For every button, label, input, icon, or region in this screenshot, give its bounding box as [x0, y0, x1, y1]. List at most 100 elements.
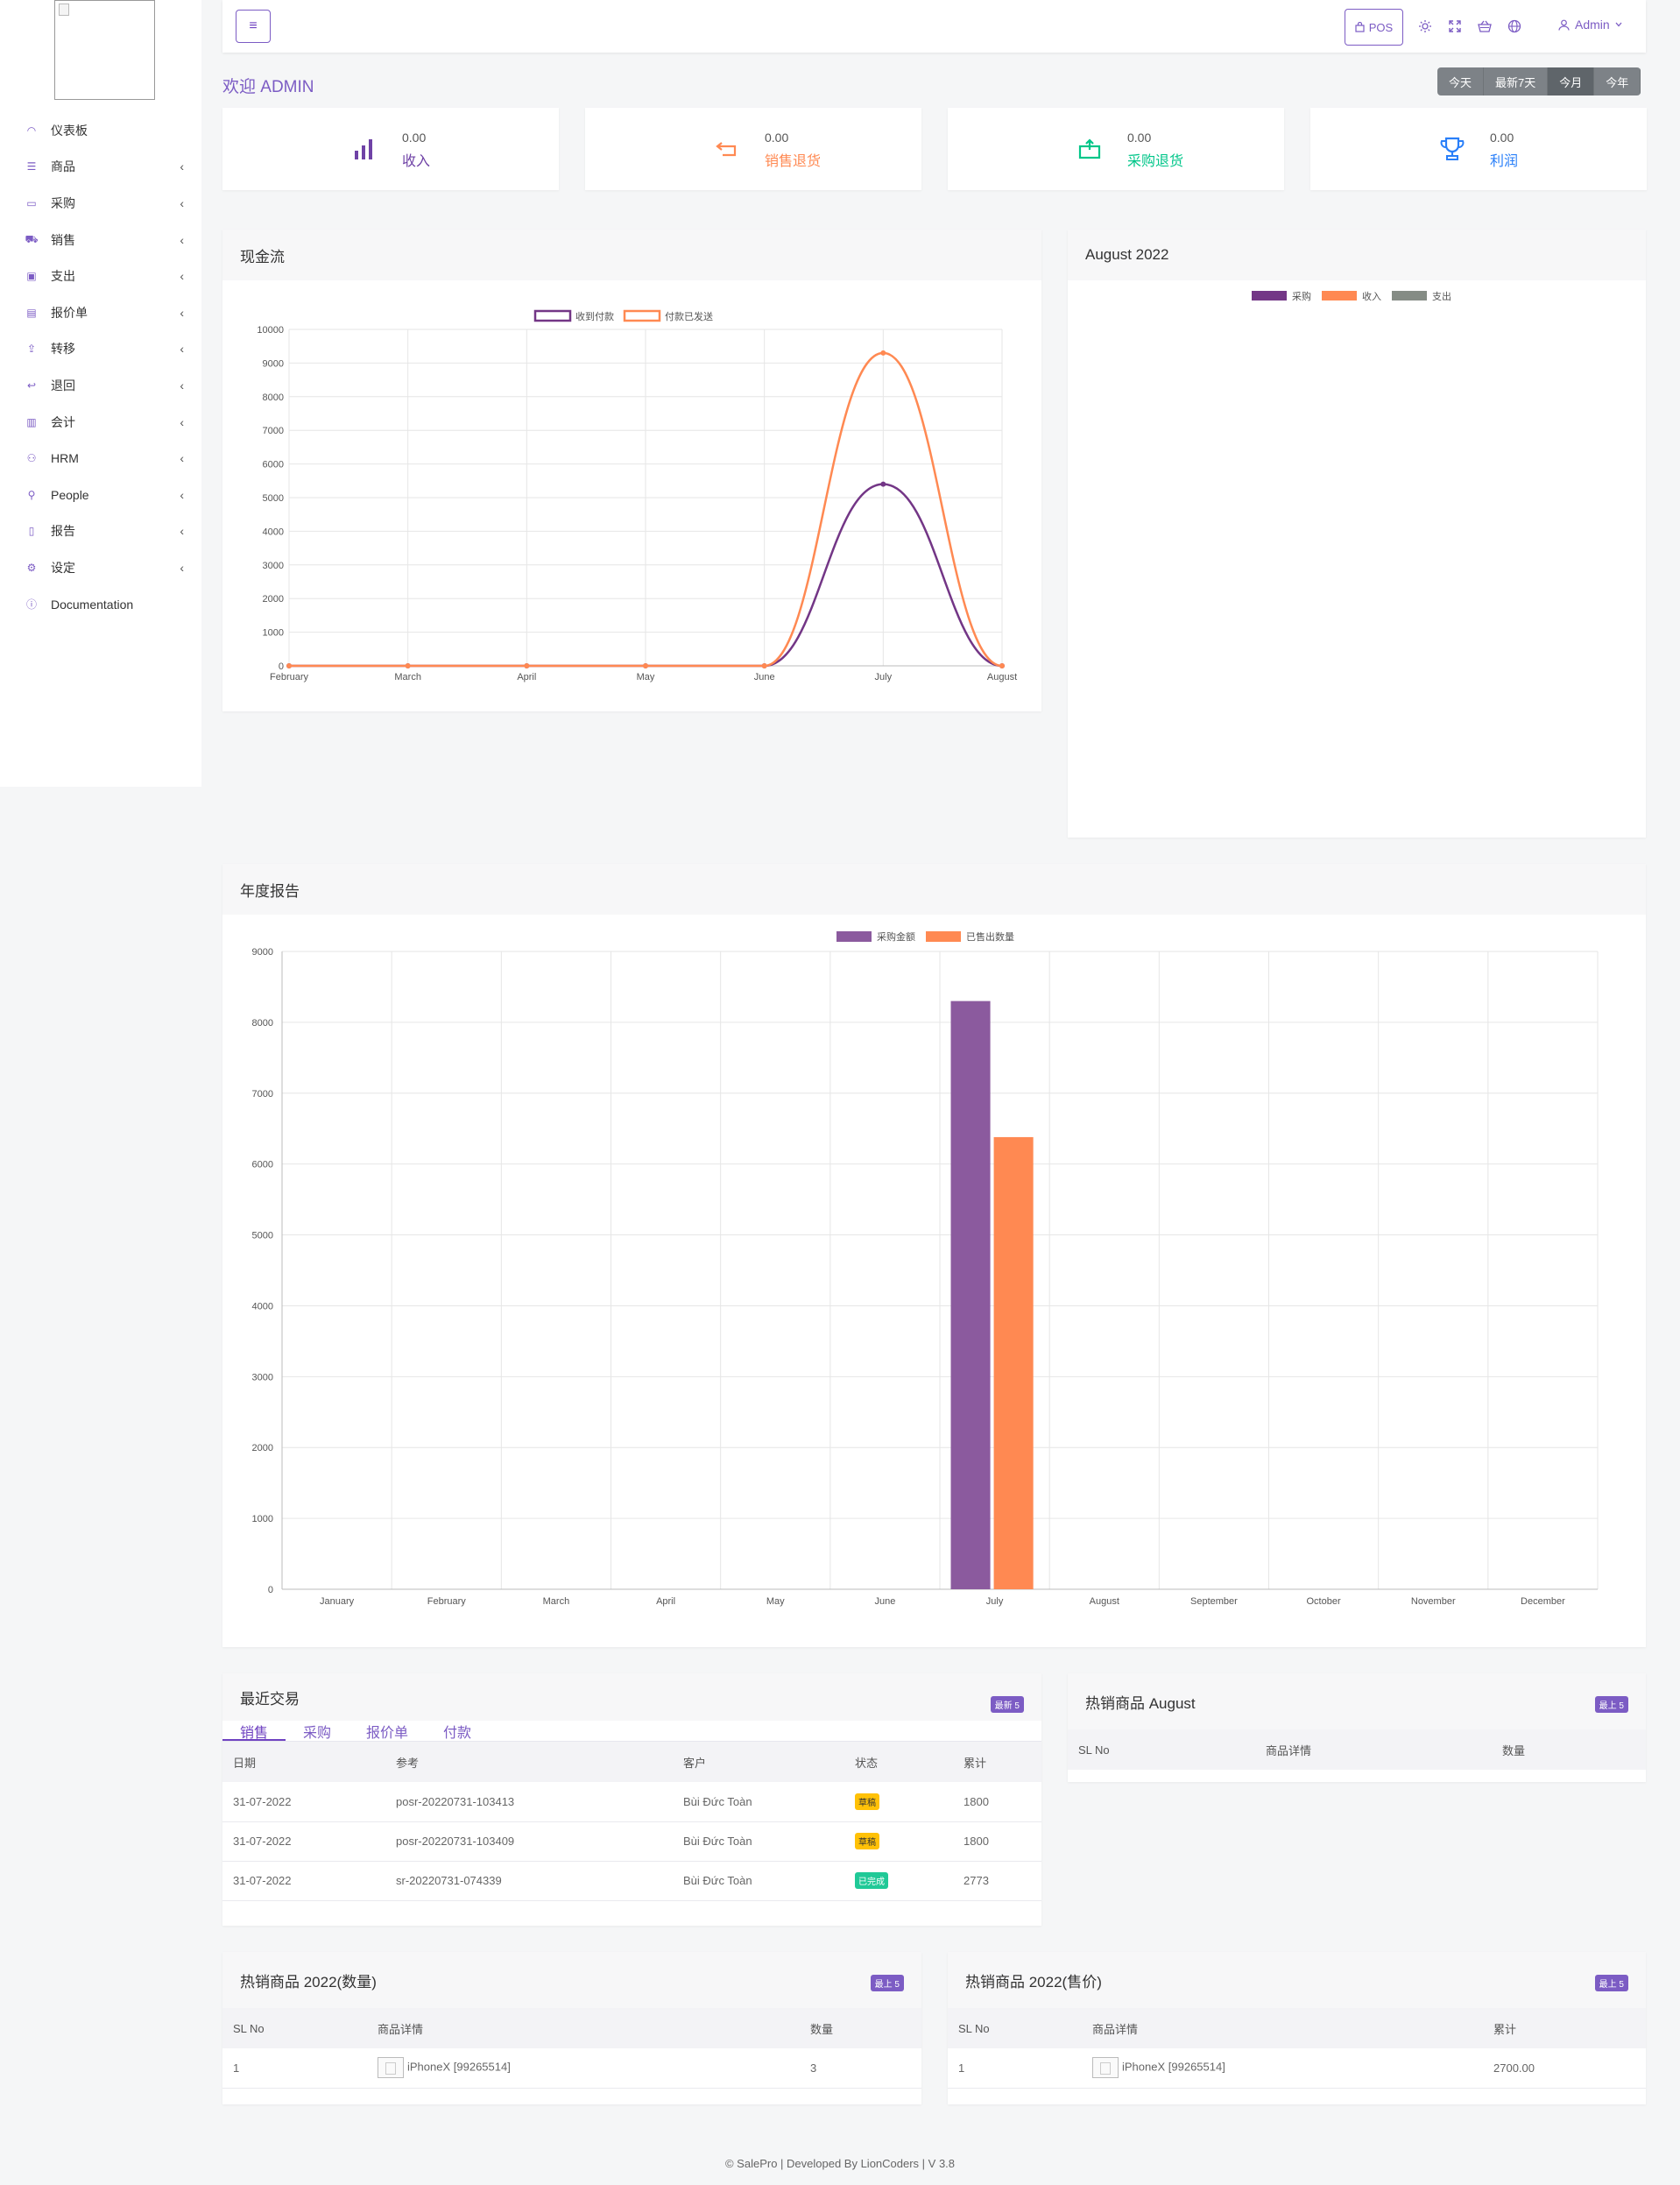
pos-label: POS	[1368, 20, 1394, 34]
topbar: ≡ POS Admin	[222, 0, 1646, 53]
sidebar-item-7[interactable]: ↩ 退回 ‹	[0, 367, 201, 404]
y-tick-label: 1000	[263, 628, 284, 639]
legend-swatch	[926, 931, 961, 942]
sidebar-item-label: 退回	[51, 378, 75, 392]
y-tick-label: 1000	[252, 1514, 273, 1524]
cell-date: 31-07-2022	[222, 1821, 385, 1862]
tab-1[interactable]: 采购	[303, 1726, 332, 1741]
sidebar-item-4[interactable]: ▣ 支出 ‹	[0, 258, 201, 294]
column-header: 累计	[1483, 2008, 1646, 2048]
user-icon	[1558, 19, 1570, 31]
sidebar-item-10[interactable]: ⚲ People ‹	[0, 477, 201, 513]
sidebar-item-2[interactable]: ▭ 采购 ‹	[0, 185, 201, 222]
report-icon: ▯	[28, 525, 35, 538]
x-tick-label: May	[766, 1596, 785, 1607]
footer: © SalePro | Developed By LionCoders | V …	[724, 2157, 956, 2170]
y-tick-label: 0	[268, 1585, 273, 1595]
legend-swatch	[623, 309, 661, 322]
data-point	[880, 481, 886, 487]
best-price-table-header: SL No 商品详情 累计	[948, 2008, 1646, 2048]
recent-header: 最近交易 最新 5	[222, 1673, 1041, 1721]
product-name: iPhoneX [99265514]	[407, 2060, 511, 2074]
sidebar-item-label: 采购	[51, 195, 75, 210]
pos-button[interactable]: POS	[1345, 9, 1403, 46]
x-tick-label: May	[637, 672, 655, 682]
fullscreen-button[interactable]	[1445, 17, 1465, 36]
best-price-table: SL No 商品详情 累计 1 iPhoneX [99265514] 2700.00	[948, 2008, 1646, 2089]
monthly-title: August 2022	[1068, 230, 1646, 280]
table-row[interactable]: 1 iPhoneX [99265514] 3	[222, 2048, 921, 2089]
table-row[interactable]: 31-07-2022 posr-20220731-103409 Bùi Đức To…	[222, 1821, 1041, 1862]
table-row[interactable]: 31-07-2022 posr-20220731-103413 Bùi Đức To…	[222, 1782, 1041, 1822]
stat-label: 采购退货	[1127, 154, 1184, 169]
cell-status: 已完成	[844, 1861, 953, 1901]
x-tick-label: July	[986, 1596, 1004, 1607]
column-header: 商品详情	[367, 2008, 800, 2048]
user-menu[interactable]: Admin	[1558, 18, 1622, 32]
filter-button-3[interactable]: 今年	[1594, 67, 1641, 95]
language-button[interactable]	[1505, 17, 1524, 36]
chevron-left-icon: ‹	[180, 232, 184, 247]
basket-button[interactable]	[1475, 17, 1494, 36]
cashflow-card: 现金流 0 1000 2000 3000 4000 5000 6000 7000 8000 900…	[222, 230, 1041, 711]
best-price-title: 热销商品 2022(售价)	[965, 1973, 1102, 1991]
table-row[interactable]: 31-07-2022 sr-20220731-074339 Bùi Đức Toàn…	[222, 1861, 1041, 1901]
bar	[993, 1136, 1034, 1589]
tab-2[interactable]: 报价单	[366, 1726, 409, 1741]
sidebar-item-label: 销售	[51, 232, 75, 247]
column-header: SL No	[222, 2008, 367, 2048]
sidebar-item-label: HRM	[51, 451, 79, 466]
column-header: SL No	[1068, 1729, 1255, 1770]
sidebar-item-8[interactable]: ▥ 会计 ‹	[0, 404, 201, 441]
basket-icon	[1478, 20, 1492, 32]
date-filter-group: 今天 最新7天 今月 今年	[1437, 67, 1641, 95]
menu-toggle-button[interactable]: ≡	[236, 10, 271, 43]
best-price-header: 热销商品 2022(售价) 最上 5	[948, 1952, 1646, 2008]
column-header[interactable]: 状态	[844, 1742, 953, 1782]
logo-image[interactable]	[54, 0, 155, 100]
legend-label: 付款已发送	[665, 310, 713, 322]
trophy-icon	[1437, 134, 1467, 164]
monthly-summary-card: August 2022 采购 收入 支出	[1068, 230, 1646, 838]
recent-title: 最近交易	[240, 1690, 300, 1708]
sidebar-item-12[interactable]: ⚙ 设定 ‹	[0, 549, 201, 586]
column-header[interactable]: 累计	[953, 1742, 1041, 1782]
y-tick-label: 6000	[252, 1160, 273, 1170]
tab-0[interactable]: 销售	[222, 1721, 286, 1741]
y-tick-label: 6000	[263, 460, 284, 470]
theme-toggle-button[interactable]	[1415, 17, 1435, 36]
y-tick-label: 7000	[263, 426, 284, 436]
sidebar-item-1[interactable]: ☰ 商品 ‹	[0, 149, 201, 186]
info-icon: ⓘ	[25, 598, 37, 612]
sidebar-item-0[interactable]: ◠ 仪表板	[0, 112, 201, 149]
sidebar-item-5[interactable]: ▤ 报价单 ‹	[0, 294, 201, 331]
sidebar: ◠ 仪表板 ☰ 商品 ‹ ▭ 采购 ‹ ⛟ 销售 ‹ ▣ 支出 ‹ ▤ 报价单 ‹ ⇪ 转移 ‹ ↩ 退回 ‹ ▥ 会计 ‹ ⚇ HR…	[0, 0, 201, 787]
filter-button-1[interactable]: 最新7天	[1484, 67, 1549, 95]
chevron-left-icon: ‹	[180, 342, 184, 357]
sidebar-item-6[interactable]: ⇪ 转移 ‹	[0, 331, 201, 368]
cell-total: 1800	[953, 1782, 1041, 1822]
sidebar-item-9[interactable]: ⚇ HRM ‹	[0, 440, 201, 477]
sidebar-item-3[interactable]: ⛟ 销售 ‹	[0, 222, 201, 258]
tab-3[interactable]: 付款	[443, 1726, 472, 1741]
user-icon: ⚲	[27, 488, 36, 501]
filter-button-0[interactable]: 今天	[1437, 67, 1485, 95]
legend-label: 采购	[1292, 290, 1311, 302]
table-row[interactable]: 1 iPhoneX [99265514] 2700.00	[948, 2048, 1646, 2089]
cell-value: 2700.00	[1483, 2048, 1646, 2089]
column-header: 商品详情	[1255, 1729, 1492, 1770]
cell-date: 31-07-2022	[222, 1861, 385, 1901]
column-header[interactable]: 客户	[673, 1742, 844, 1782]
x-tick-label: March	[543, 1596, 570, 1607]
stat-card-0: 0.00 收入	[222, 108, 559, 190]
x-tick-label: November	[1411, 1596, 1456, 1607]
stat-card-1: 0.00 销售退货	[585, 108, 921, 190]
best-month-badge: 最上 5	[1594, 1696, 1628, 1713]
column-header[interactable]: 参考	[385, 1742, 673, 1782]
column-header[interactable]: 日期	[222, 1742, 385, 1782]
filter-button-2[interactable]: 今月	[1548, 67, 1595, 95]
cell-customer: Bùi Đức Toàn	[673, 1782, 844, 1822]
sidebar-item-13[interactable]: ⓘ Documentation	[0, 586, 201, 623]
chevron-left-icon: ‹	[180, 560, 184, 575]
sidebar-item-11[interactable]: ▯ 报告 ‹	[0, 513, 201, 550]
